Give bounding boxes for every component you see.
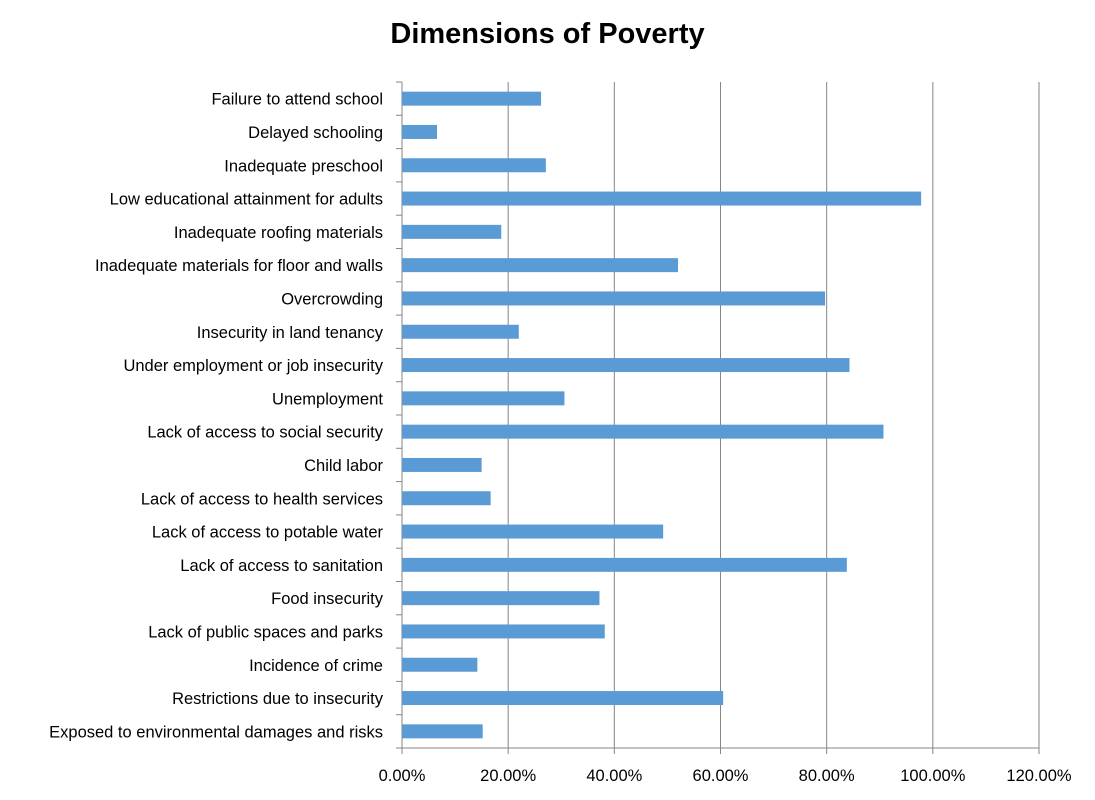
- bar: [402, 524, 664, 539]
- bar: [402, 424, 884, 439]
- category-label: Delayed schooling: [248, 124, 383, 142]
- x-tick-label: 20.00%: [480, 767, 536, 785]
- bar: [402, 724, 483, 739]
- bar: [402, 557, 847, 572]
- category-label: Incidence of crime: [249, 657, 383, 675]
- bar: [402, 391, 565, 406]
- category-label: Under employment or job insecurity: [123, 357, 383, 375]
- bar: [402, 224, 502, 239]
- category-label: Lack of access to potable water: [152, 524, 384, 542]
- bar: [402, 358, 850, 373]
- category-label: Restrictions due to insecurity: [172, 690, 384, 708]
- bar: [402, 291, 826, 306]
- category-label: Insecurity in land tenancy: [197, 324, 384, 342]
- chart-title: Dimensions of Poverty: [390, 18, 705, 50]
- x-tick-label: 60.00%: [693, 767, 749, 785]
- x-tick-label: 80.00%: [799, 767, 855, 785]
- bar: [402, 491, 491, 506]
- bar: [402, 457, 482, 472]
- bar: [402, 158, 546, 173]
- category-label: Inadequate materials for floor and walls: [95, 257, 383, 275]
- category-label: Inadequate roofing materials: [174, 224, 383, 242]
- category-label: Lack of access to sanitation: [180, 557, 383, 575]
- category-label: Low educational attainment for adults: [110, 191, 383, 209]
- category-label: Food insecurity: [271, 590, 384, 608]
- bar: [402, 124, 438, 139]
- x-tick-label: 120.00%: [1006, 767, 1071, 785]
- category-label: Unemployment: [272, 390, 383, 408]
- x-tick-label: 0.00%: [379, 767, 426, 785]
- bar: [402, 691, 724, 706]
- category-label: Overcrowding: [281, 290, 383, 308]
- bar: [402, 624, 605, 639]
- bar: [402, 324, 519, 339]
- x-tick-label: 40.00%: [586, 767, 642, 785]
- category-label: Lack of public spaces and parks: [148, 623, 383, 641]
- category-label: Exposed to environmental damages and ris…: [49, 723, 383, 741]
- category-label: Failure to attend school: [211, 91, 383, 109]
- bar: [402, 657, 478, 672]
- category-label: Lack of access to health services: [141, 490, 383, 508]
- category-label: Child labor: [304, 457, 383, 475]
- category-label: Inadequate preschool: [224, 157, 383, 175]
- bar: [402, 591, 600, 606]
- bar: [402, 191, 922, 206]
- bar: [402, 258, 679, 273]
- bar: [402, 91, 542, 106]
- x-tick-label: 100.00%: [900, 767, 965, 785]
- category-label: Lack of access to social security: [147, 424, 383, 442]
